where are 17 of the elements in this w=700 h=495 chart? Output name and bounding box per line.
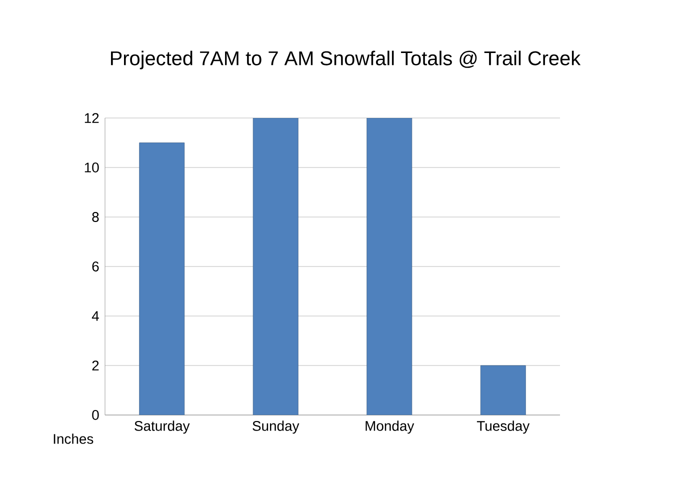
y-axis-title: Inches bbox=[54, 434, 94, 444]
bar bbox=[139, 142, 185, 415]
x-tick-label: Tuesday bbox=[476, 420, 530, 434]
x-tick-label: Saturday bbox=[134, 420, 190, 434]
x-tick-label: Monday bbox=[366, 420, 414, 434]
y-tick-label: 0 bbox=[92, 410, 99, 420]
y-tick-label: 10 bbox=[84, 162, 99, 172]
y-tick-label: 4 bbox=[92, 311, 99, 321]
y-tick-label: 8 bbox=[92, 212, 99, 222]
bar bbox=[366, 118, 412, 415]
y-tick-label: 2 bbox=[92, 360, 99, 370]
y-tick-label: 12 bbox=[84, 113, 99, 123]
bar bbox=[480, 365, 526, 415]
chart-title: Projected 7AM to 7 AM Snowfall Totals @ Trail Creek bbox=[110, 50, 581, 70]
y-tick-label: 6 bbox=[92, 262, 99, 272]
x-tick-label: Sunday bbox=[252, 420, 300, 434]
bar bbox=[252, 118, 298, 415]
